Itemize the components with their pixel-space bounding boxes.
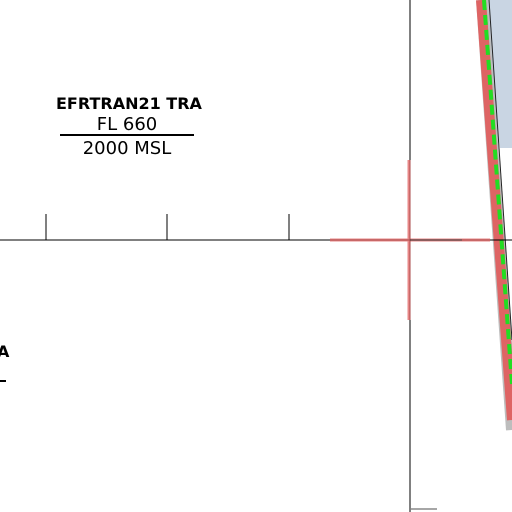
- airspace-label-divider: [60, 134, 194, 136]
- airspace-upper-limit: FL 660: [96, 114, 158, 135]
- partial-airspace-label: A: [0, 342, 10, 361]
- airspace-lower-limit: 2000 MSL: [82, 138, 172, 159]
- airspace-boundary-band: [476, 0, 512, 421]
- airspace-name-label: EFRTRAN21 TRA: [56, 94, 202, 113]
- airspace-boundary-edge: [488, 0, 512, 341]
- airspace-boundary-dashed-line: [482, 0, 512, 385]
